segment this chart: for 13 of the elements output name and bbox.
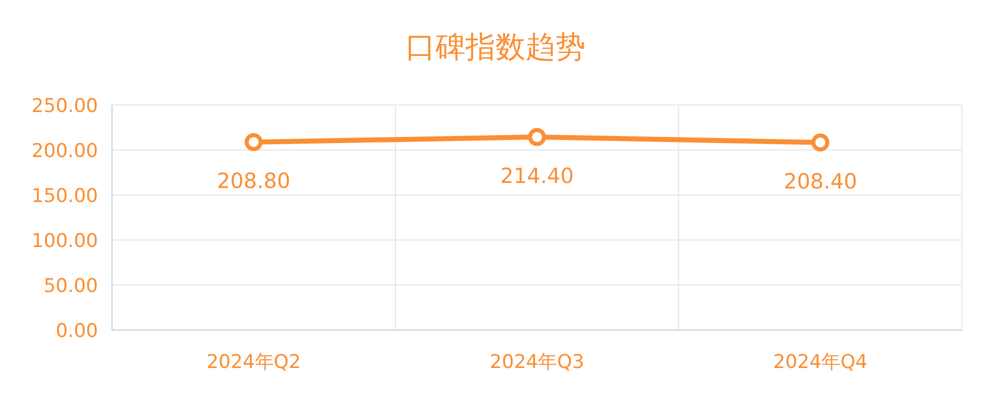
chart-title: 口碑指数趋势 bbox=[406, 30, 586, 65]
data-label: 208.80 bbox=[216, 169, 290, 194]
x-tick-label: 2024年Q2 bbox=[206, 351, 301, 373]
y-tick-label: 0.00 bbox=[56, 320, 98, 342]
y-tick-label: 200.00 bbox=[32, 140, 98, 162]
x-tick-label: 2024年Q3 bbox=[490, 351, 584, 373]
x-tick-label: 2024年Q4 bbox=[773, 351, 868, 373]
y-tick-label: 50.00 bbox=[44, 275, 98, 297]
y-tick-label: 100.00 bbox=[32, 230, 98, 252]
y-tick-label: 150.00 bbox=[32, 185, 98, 207]
data-label: 214.40 bbox=[500, 164, 574, 188]
data-label: 208.40 bbox=[784, 169, 858, 194]
y-tick-label: 250.00 bbox=[32, 95, 98, 117]
